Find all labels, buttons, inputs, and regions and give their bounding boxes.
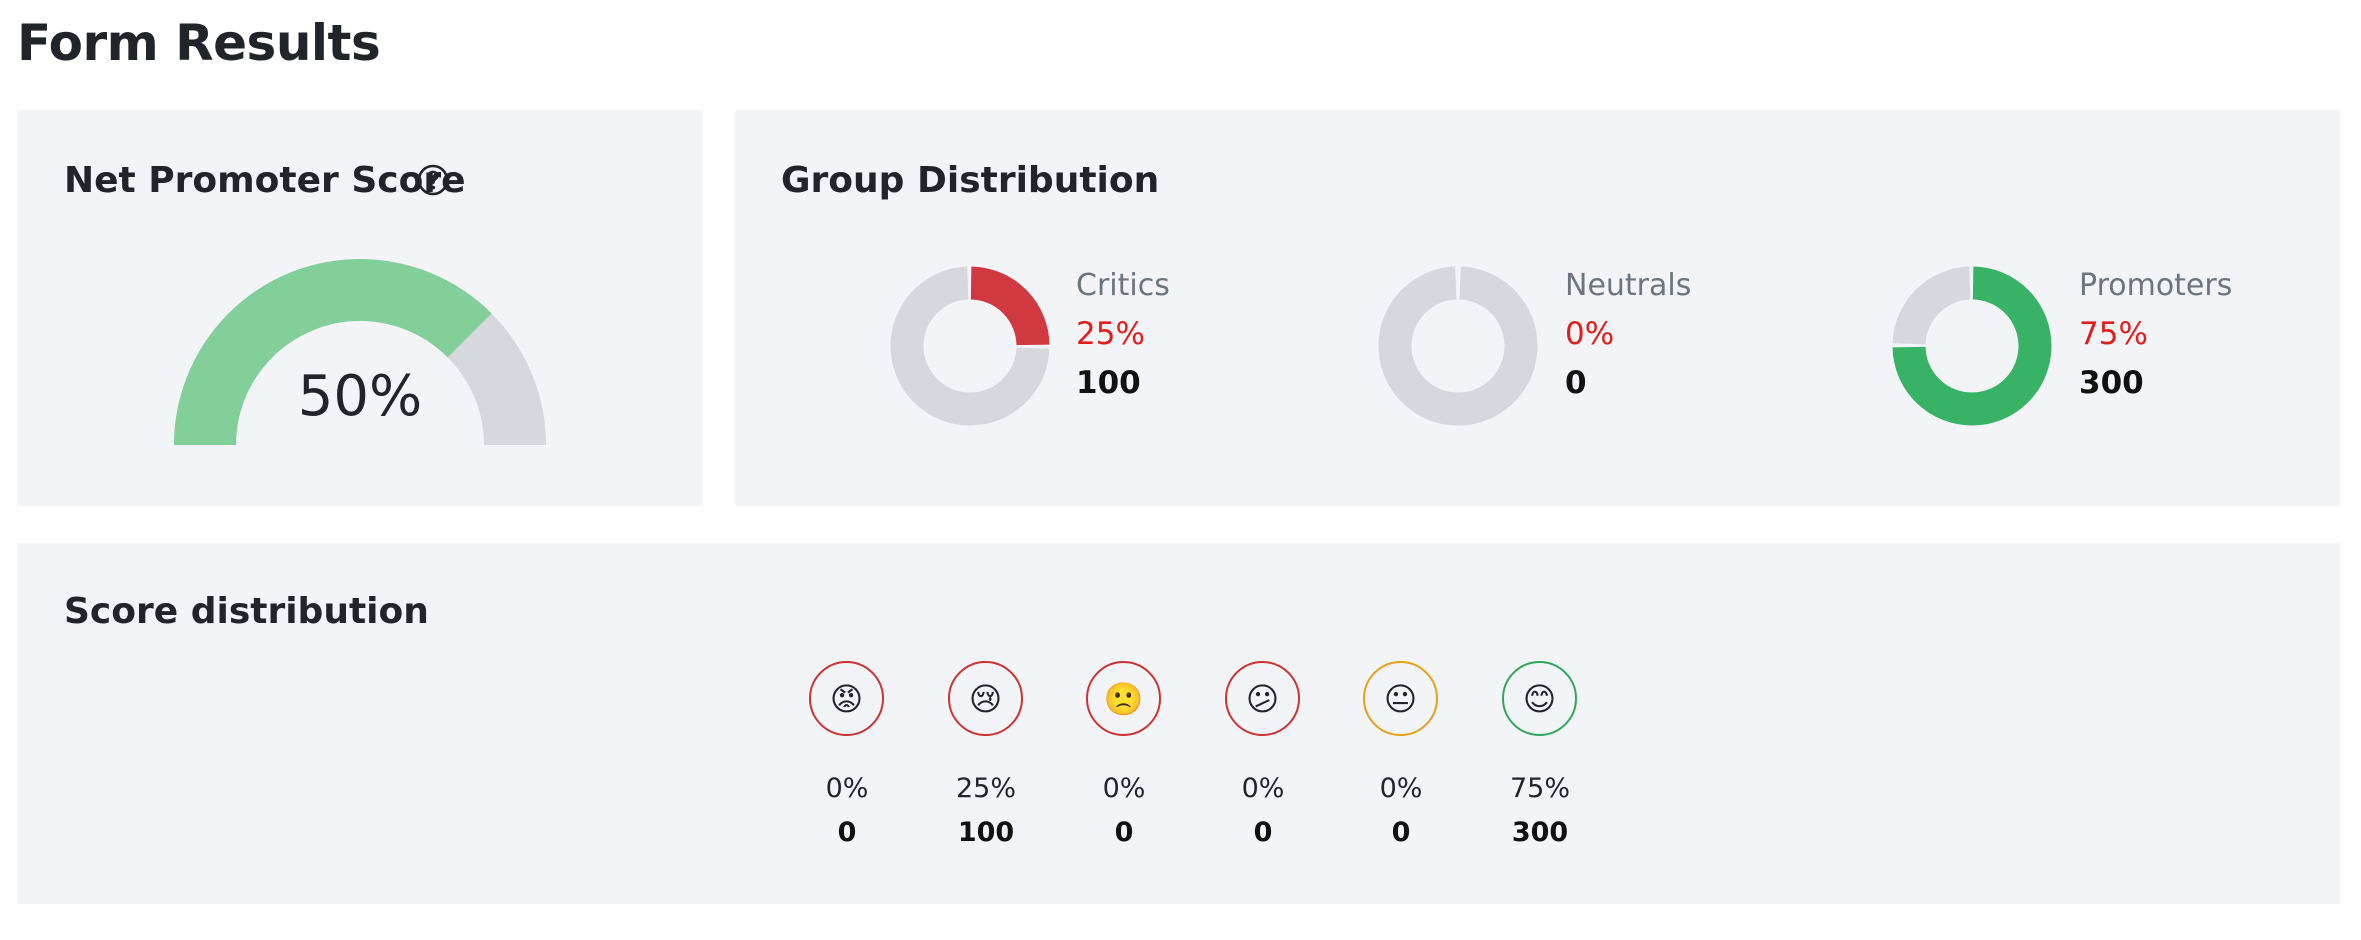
promoters-donut-track (1892, 266, 1972, 346)
critics-donut-fill (970, 266, 1050, 346)
promoters-label: Promoters (2079, 268, 2233, 303)
critics-label: Critics (1076, 268, 1170, 303)
frowning-face-icon[interactable]: 🙁 (1086, 661, 1161, 736)
group-distribution-title: Group Distribution (781, 160, 1160, 201)
score-emoji: 🙁 (1103, 679, 1144, 718)
help-circle-icon[interactable] (416, 163, 450, 197)
page-title: Form Results (17, 14, 381, 72)
neutrals-count: 0 (1565, 365, 1587, 401)
nps-value: 50% (297, 364, 423, 429)
neutral-face-icon[interactable]: 😐 (1363, 661, 1438, 736)
score-emoji: 😐 (1383, 679, 1418, 718)
score-count: 0 (1253, 817, 1273, 848)
score-percent: 0% (1241, 773, 1285, 804)
critics-percent: 25% (1076, 316, 1145, 352)
critics-donut (890, 266, 1050, 426)
nps-title: Net Promoter Score (64, 160, 466, 201)
score-percent: 25% (955, 773, 1016, 804)
nps-gauge-fill (174, 259, 492, 446)
score-emoji: 😢 (968, 679, 1003, 718)
promoters-donut-fill (1892, 266, 2052, 426)
neutrals-donut (1378, 266, 1538, 426)
promoters-percent: 75% (2079, 316, 2148, 352)
score-count: 300 (1511, 817, 1569, 848)
smiling-face-icon[interactable]: 😊 (1502, 661, 1577, 736)
score-emoji: 😊 (1522, 679, 1557, 718)
score-count: 0 (1114, 817, 1134, 848)
angry-face-icon[interactable]: 😡 (809, 661, 884, 736)
group-distribution-card: Group Distribution Critics 25% 100 Neutr… (735, 110, 2340, 506)
promoters-count: 300 (2079, 365, 2144, 401)
confused-face-icon[interactable]: 😕 (1225, 661, 1300, 736)
critics-donut-track (890, 266, 1050, 426)
neutrals-label: Neutrals (1565, 268, 1692, 303)
score-count: 100 (957, 817, 1015, 848)
score-distribution-card: Score distribution 😡 0% 0 😢 25% 100 🙁 0%… (17, 543, 2340, 904)
score-emoji: 😡 (829, 679, 864, 718)
score-percent: 0% (1102, 773, 1146, 804)
promoters-donut (1892, 266, 2052, 426)
score-count: 0 (837, 817, 857, 848)
crying-face-icon[interactable]: 😢 (948, 661, 1023, 736)
neutrals-donut-track (1378, 266, 1538, 426)
score-percent: 75% (1509, 773, 1570, 804)
nps-gauge (174, 259, 546, 446)
score-percent: 0% (825, 773, 869, 804)
neutrals-percent: 0% (1565, 316, 1615, 352)
score-emoji: 😕 (1245, 679, 1280, 718)
score-count: 0 (1391, 817, 1411, 848)
nps-card: Net Promoter Score 50% (17, 110, 703, 506)
critics-count: 100 (1076, 365, 1141, 401)
score-percent: 0% (1379, 773, 1423, 804)
score-distribution-title: Score distribution (64, 591, 429, 632)
